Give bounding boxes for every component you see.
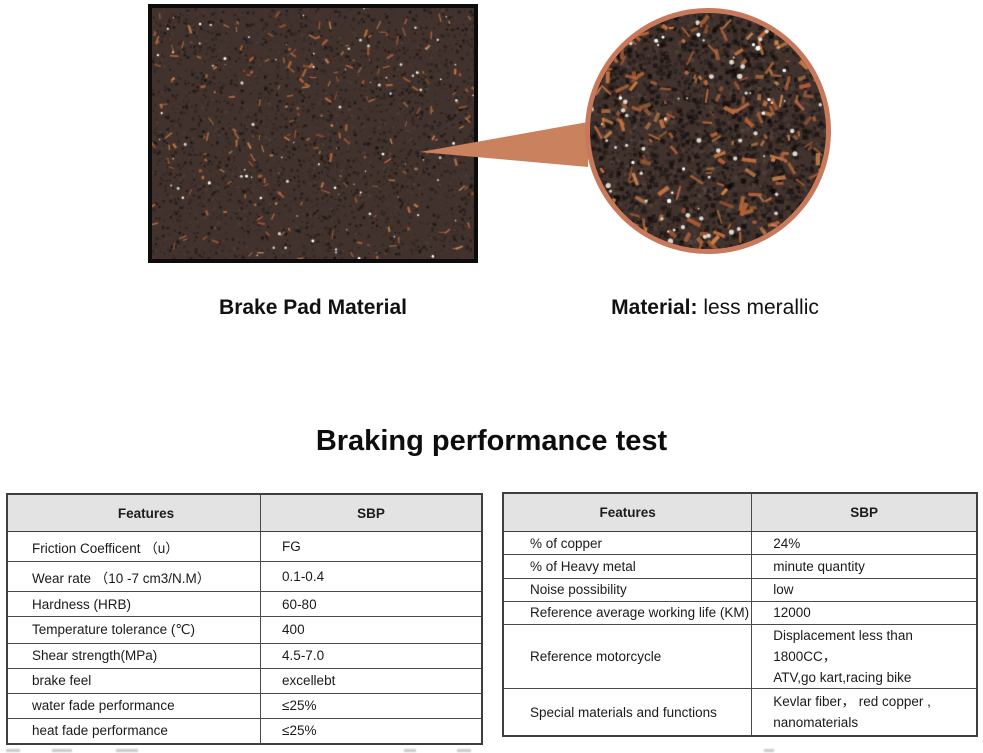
cropped-text-fragment xyxy=(52,749,72,752)
section-title: Braking performance test xyxy=(315,425,668,457)
feature-cell: brake feel xyxy=(8,668,262,693)
value-cell: 0.1-0.4 xyxy=(282,569,325,585)
feature-cell: Reference average working life (KM) xyxy=(504,601,753,624)
header-sbp: SBP xyxy=(357,505,385,521)
material-caption-value: less merallic xyxy=(697,296,819,319)
table-row: Reference motorcycle Displacement less t… xyxy=(504,625,976,689)
table-row: Temperature tolerance (℃) 400 xyxy=(8,617,481,644)
feature-cell: water fade performance xyxy=(8,693,262,718)
value-line: Kevlar fiber， red copper , xyxy=(773,694,931,709)
magnified-material-circle xyxy=(585,8,831,254)
magnified-texture xyxy=(590,13,826,249)
header-features: Features xyxy=(8,495,262,531)
feature-cell: Temperature tolerance (℃) xyxy=(8,617,262,643)
feature-cell: Friction Coefficent （u） xyxy=(8,532,262,562)
cropped-text-fragment xyxy=(764,749,774,752)
table-header: Features SBP xyxy=(8,495,481,532)
value-cell: 12000 xyxy=(773,605,811,621)
header-features: Features xyxy=(504,494,753,531)
magnifier-connector-wedge xyxy=(420,122,588,167)
value-cell: minute quantity xyxy=(773,558,865,574)
table-row: water fade performance ≤25% xyxy=(8,693,481,719)
material-caption-label: Material: xyxy=(611,296,698,319)
cropped-text-fragment xyxy=(116,749,138,752)
table-row: heat fade performance ≤25% xyxy=(8,718,481,743)
table-row: Shear strength(MPa) 4.5-7.0 xyxy=(8,643,481,669)
feature-cell: Wear rate （10 -7 cm3/N.M） xyxy=(8,562,262,592)
table-row: brake feel excellebt xyxy=(8,668,481,694)
features-table-left: Features SBP Friction Coefficent （u） FG … xyxy=(6,493,483,745)
feature-cell: % of Heavy metal xyxy=(504,555,753,578)
feature-cell: heat fade performance xyxy=(8,718,262,743)
material-caption: Material: less merallic xyxy=(575,296,855,320)
value-cell: Kevlar fiber， red copper , nanomaterials xyxy=(752,689,976,735)
table-row: Noise possibility low xyxy=(504,578,976,602)
table-row: Special materials and functions Kevlar f… xyxy=(504,689,976,735)
table-header: Features SBP xyxy=(504,494,976,532)
value-cell: 400 xyxy=(282,622,305,638)
value-cell: ≤25% xyxy=(282,723,317,739)
cropped-text-fragment xyxy=(404,749,416,752)
value-line: Displacement less than 1800CC， xyxy=(773,628,913,664)
table-row: % of Heavy metal minute quantity xyxy=(504,555,976,579)
value-cell: Displacement less than 1800CC， ATV,go ka… xyxy=(752,625,976,688)
features-table-right: Features SBP % of copper 24% % of Heavy … xyxy=(502,492,978,737)
feature-cell: Hardness (HRB) xyxy=(8,592,262,617)
value-cell: FG xyxy=(282,539,301,555)
value-line: ATV,go kart,racing bike xyxy=(773,670,912,685)
cropped-text-fragment xyxy=(457,749,471,752)
feature-cell: Noise possibility xyxy=(504,578,753,601)
table-row: Hardness (HRB) 60-80 xyxy=(8,592,481,618)
brake-pad-texture xyxy=(152,8,474,259)
value-cell: ≤25% xyxy=(282,698,317,714)
header-sbp: SBP xyxy=(850,505,878,520)
table-row: Reference average working life (KM) 1200… xyxy=(504,601,976,625)
value-cell: excellebt xyxy=(282,673,336,689)
value-cell: low xyxy=(773,582,794,598)
feature-cell: Special materials and functions xyxy=(504,689,753,735)
feature-cell: Reference motorcycle xyxy=(504,625,753,688)
photo-caption: Brake Pad Material xyxy=(219,296,407,319)
table-row: % of copper 24% xyxy=(504,532,976,556)
table-row: Wear rate （10 -7 cm3/N.M） 0.1-0.4 xyxy=(8,562,481,593)
value-cell: 24% xyxy=(773,535,801,551)
value-line: nanomaterials xyxy=(773,715,859,730)
table-row: Friction Coefficent （u） FG xyxy=(8,532,481,563)
feature-cell: % of copper xyxy=(504,532,753,555)
feature-cell: Shear strength(MPa) xyxy=(8,643,262,668)
value-cell: 4.5-7.0 xyxy=(282,648,325,664)
cropped-text-fragment xyxy=(6,749,20,752)
value-cell: 60-80 xyxy=(282,596,317,612)
brake-pad-photo xyxy=(148,4,478,263)
